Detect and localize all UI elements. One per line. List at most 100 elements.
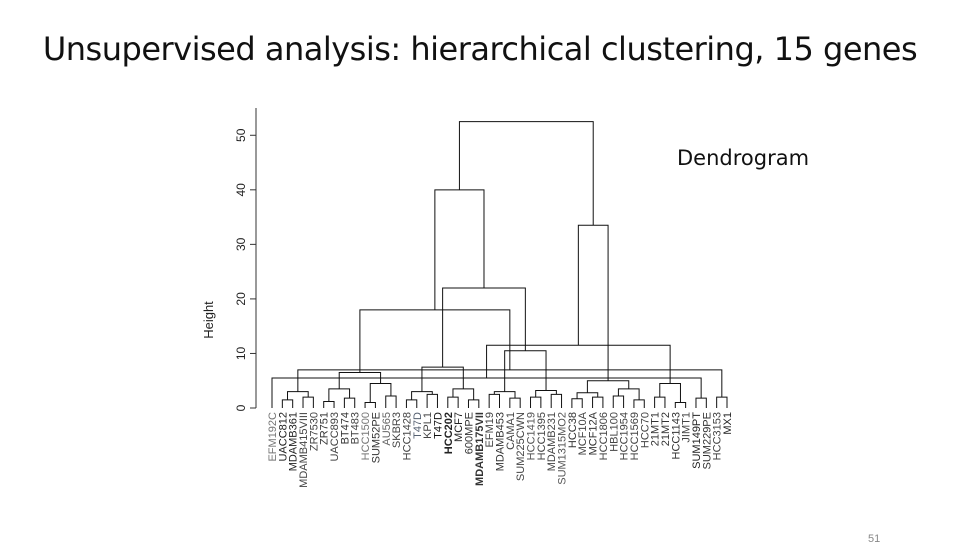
dendrogram-branch	[576, 392, 599, 399]
dendrogram-branch	[328, 388, 351, 402]
dendrogram-branch	[504, 350, 547, 392]
dendrogram-branch	[359, 309, 511, 373]
leaf-label: HCC1419	[526, 412, 538, 460]
dendrogram-branch	[369, 382, 392, 403]
leaf-label: MDAMB415VIII	[298, 412, 310, 488]
leaf-label: HCC1428	[401, 412, 413, 460]
y-tick-label: 10	[234, 346, 248, 360]
leaf-label: MDAMB231	[546, 412, 558, 471]
y-axis-ticks: 0 10 20 30 40 50	[234, 128, 256, 411]
leaf-label: MDAMB453	[495, 412, 507, 471]
dendrogram-branch	[509, 397, 521, 408]
dendrogram-branches	[271, 121, 728, 408]
dendrogram-branch	[486, 344, 671, 384]
leaf-label: BT483	[350, 412, 362, 444]
leaf-label: AU565	[381, 412, 393, 446]
leaf-label: EFM192C	[267, 412, 279, 462]
dendrogram-branch	[488, 393, 500, 408]
leaf-label: SUM52PE	[370, 412, 382, 463]
leaf-label: MDAMB361	[288, 412, 300, 471]
dendrogram-branch	[493, 391, 516, 399]
leaf-label: KPL1	[422, 412, 434, 439]
dendrogram-branch	[586, 380, 630, 393]
dendrogram-branch	[281, 399, 294, 408]
leaf-label: JIMT1	[681, 412, 693, 443]
leaf-label: ZR7530	[308, 412, 320, 451]
dendrogram-branch	[695, 397, 707, 408]
leaf-label: SUM229PE	[701, 412, 713, 469]
leaf-label: T47D	[412, 412, 424, 439]
dendrogram-branch	[617, 388, 640, 400]
dendrogram-branch	[458, 121, 594, 226]
leaf-label: HCC1143	[670, 412, 682, 460]
leaf-label: HCC1500	[360, 412, 372, 460]
y-tick-label: 30	[234, 237, 248, 251]
leaf-label: EFM19	[484, 412, 496, 447]
leaf-label: MCF12A	[588, 411, 600, 455]
leaf-label: SKBR3	[391, 412, 403, 448]
dendrogram-branch	[535, 390, 557, 398]
leaf-label: HCC1954	[619, 412, 631, 460]
leaf-label: MCF10A	[577, 411, 589, 455]
leaf-label: 21MT1	[650, 412, 662, 446]
dendrogram-branch	[659, 382, 681, 403]
dendrogram-branch	[323, 400, 335, 408]
dendrogram-branch	[530, 396, 542, 408]
leaf-label: HCC202	[443, 412, 455, 454]
y-tick-label: 50	[234, 128, 248, 142]
leaf-label: MDAMB175VII	[474, 412, 486, 486]
y-axis-label: Height	[201, 301, 216, 339]
dendrogram-branch	[343, 397, 356, 408]
dendrogram-branch	[302, 396, 314, 408]
dendrogram-caption: Dendrogram	[677, 146, 810, 170]
leaf-label: SUM1315MO2	[557, 412, 569, 485]
leaf-labels: EFM192CUACC812MDAMB361MDAMB415VIIIZR7530…	[267, 411, 734, 487]
dendrogram-branch	[452, 388, 475, 400]
dendrogram-branch	[405, 399, 418, 408]
leaf-label: MCF7	[453, 412, 465, 442]
y-tick-label: 20	[234, 292, 248, 306]
dendrogram-branch	[612, 395, 625, 408]
leaf-label: UACC893	[329, 412, 341, 462]
dendrogram-branch	[550, 393, 563, 408]
dendrogram-branch	[447, 396, 459, 408]
leaf-label: BT474	[339, 412, 351, 444]
slide-title: Unsupervised analysis: hierarchical clus…	[42, 30, 918, 68]
leaf-label: 21MT2	[660, 412, 672, 446]
dendrogram-branch	[442, 287, 526, 368]
leaf-label: SUM149PT	[691, 412, 703, 469]
y-tick-label: 0	[234, 404, 248, 411]
dendrogram-branch	[297, 369, 723, 398]
leaf-label: MX1	[722, 412, 734, 435]
leaf-label: HCC38	[567, 412, 579, 448]
leaf-label: HBL100	[608, 412, 620, 452]
dendrogram-branch	[411, 391, 433, 400]
leaf-label: HCC1806	[598, 412, 610, 460]
leaf-label: 600MPE	[463, 412, 475, 454]
leaf-label: HCC1569	[629, 412, 641, 460]
leaf-label: SUM225CWN	[515, 412, 527, 481]
dendrogram-branch	[633, 399, 645, 408]
leaf-label: HCC1395	[536, 412, 548, 460]
dendrogram-branch	[385, 395, 397, 408]
dendrogram-branch	[287, 391, 309, 400]
y-tick-label: 40	[234, 183, 248, 197]
dendrogram-branch	[426, 393, 438, 408]
dendrogram-branch	[271, 377, 702, 408]
dendrogram-branch	[592, 396, 604, 408]
slide-number: 51	[868, 533, 881, 545]
leaf-label: ZR751	[319, 412, 331, 445]
dendrogram-branch	[716, 396, 728, 408]
dendrogram-branch	[674, 402, 687, 408]
dendrogram-branch	[338, 372, 382, 389]
dendrogram-branch	[577, 224, 609, 381]
dendrogram-branch	[571, 398, 583, 408]
leaf-label: CAMA1	[505, 412, 517, 450]
dendrogram-branch	[364, 402, 376, 408]
leaf-label: HCC3153	[712, 412, 724, 460]
leaf-label: HCC70	[639, 412, 651, 448]
leaf-label: UACC812	[277, 412, 289, 462]
leaf-label: T47D	[432, 412, 444, 439]
